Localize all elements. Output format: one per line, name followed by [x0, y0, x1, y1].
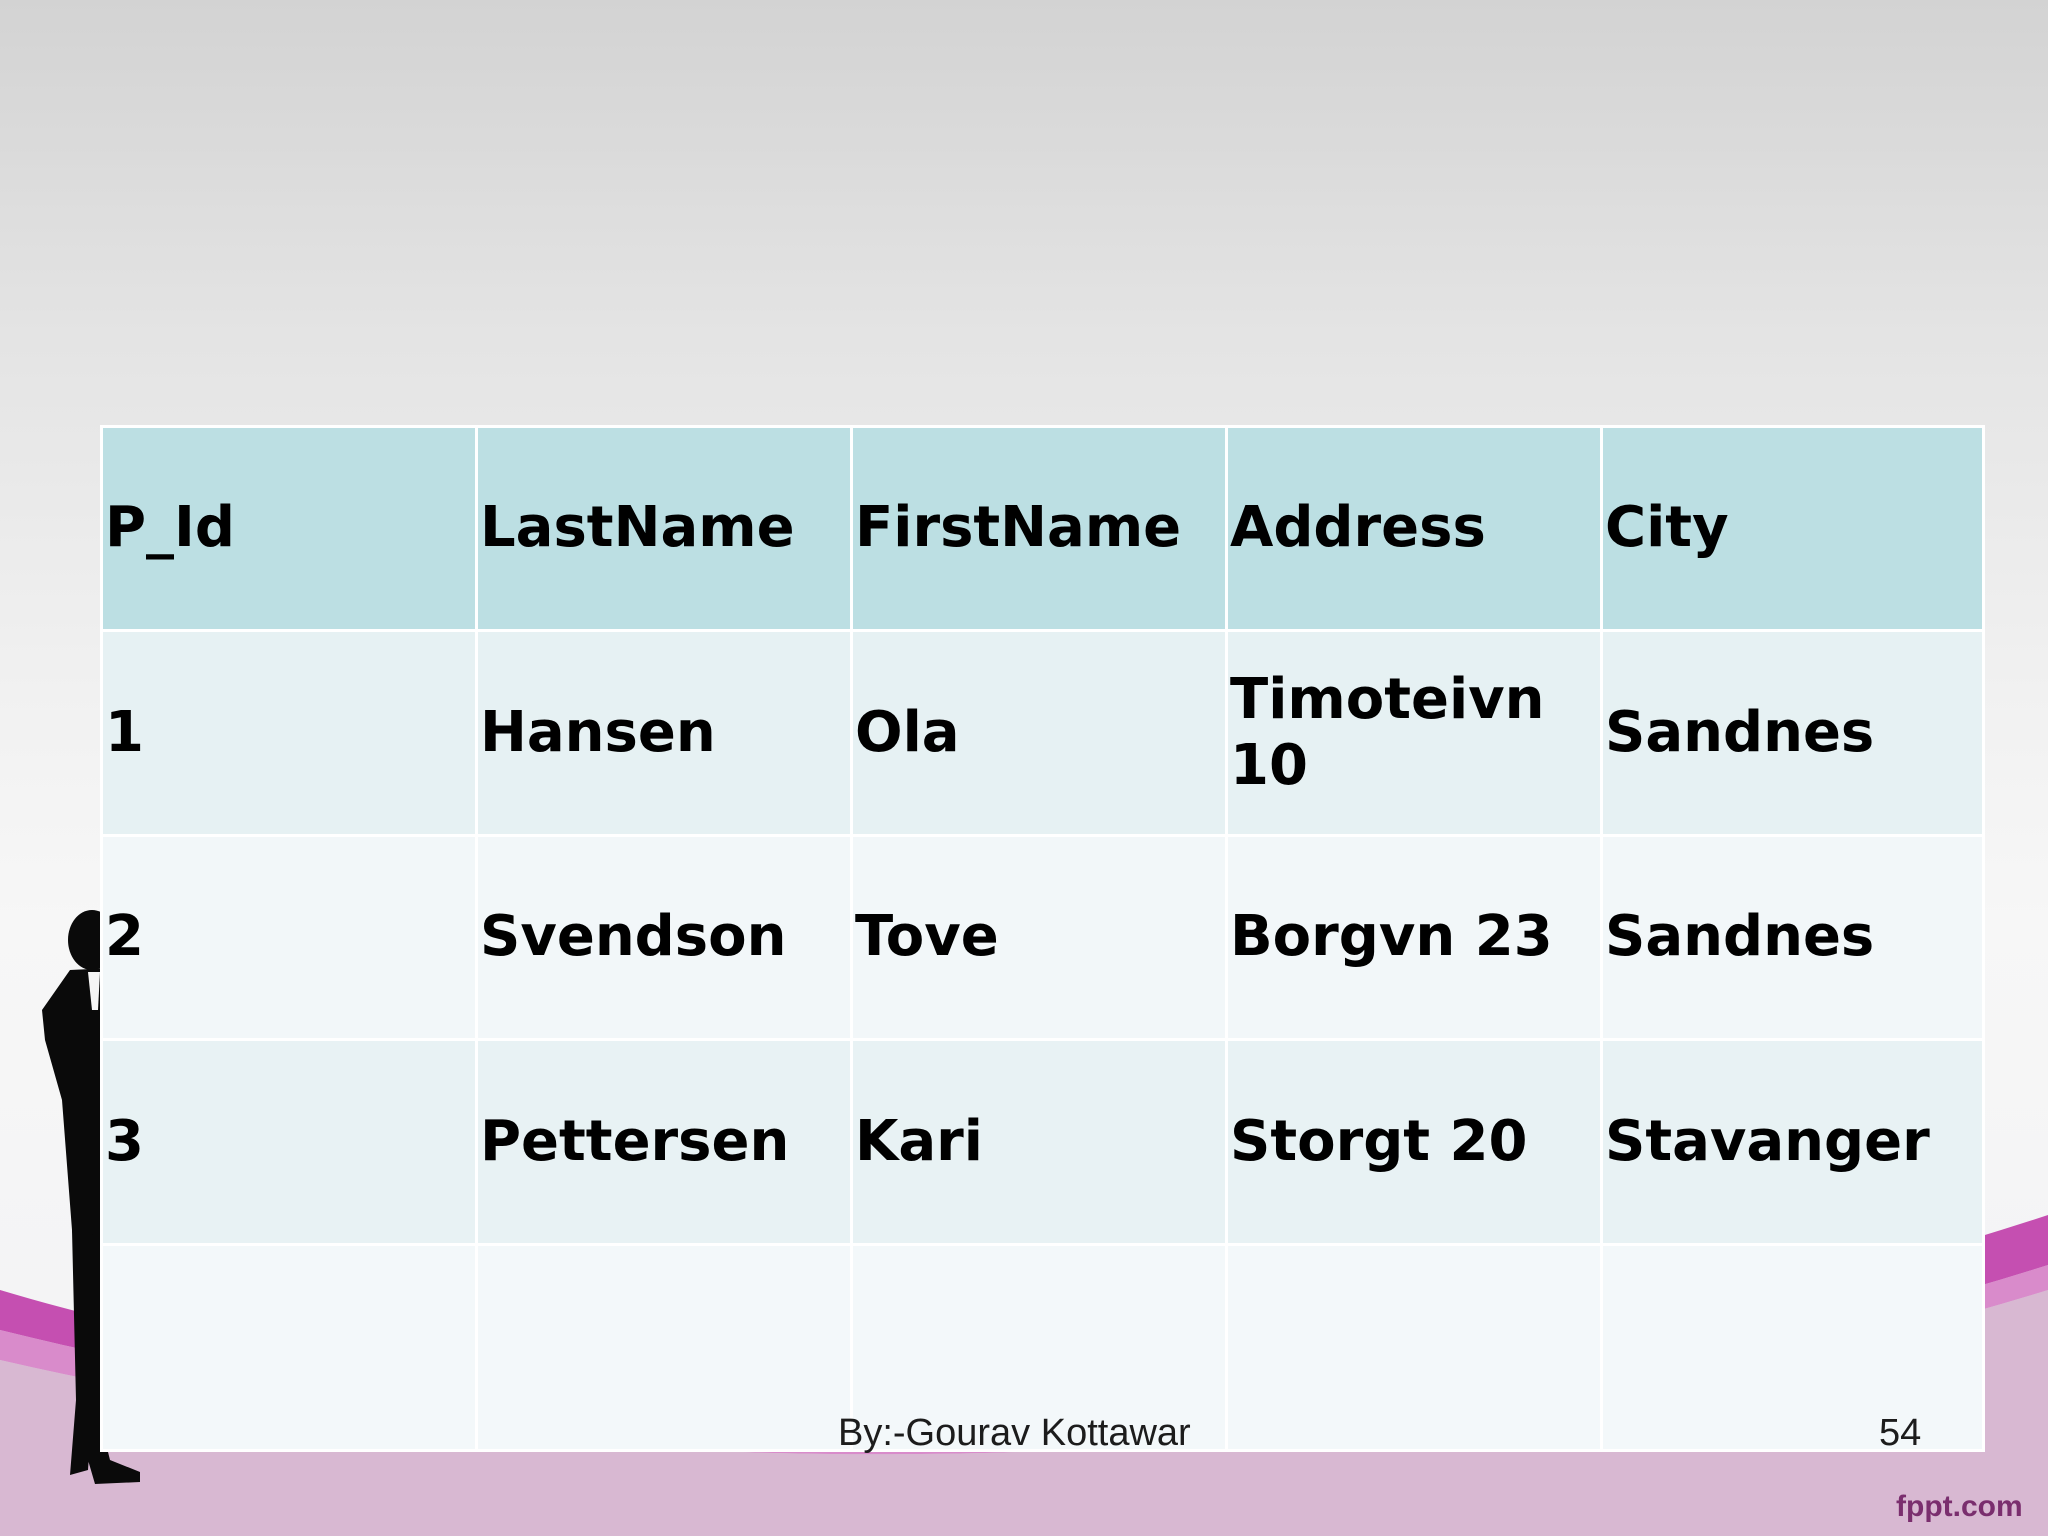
table-cell: Storgt 20 [1225, 1038, 1603, 1247]
table-cell: Sandnes [1600, 833, 1985, 1042]
header-cell-firstname: FirstName [850, 425, 1228, 632]
table-cell [1600, 1243, 1985, 1452]
table-header-row: P_Id LastName FirstName Address City [100, 425, 1985, 632]
table-row: 2 Svendson Tove Borgvn 23 Sandnes [100, 833, 1985, 1042]
table-cell: 2 [100, 833, 478, 1042]
header-cell-city: City [1600, 425, 1985, 632]
table-cell: Ola [850, 628, 1228, 837]
table-cell: Borgvn 23 [1225, 833, 1603, 1042]
table-row [100, 1243, 1985, 1452]
table-cell: Stavanger [1600, 1038, 1985, 1247]
table-cell: Tove [850, 833, 1228, 1042]
header-cell-lastname: LastName [475, 425, 853, 632]
table-cell: 3 [100, 1038, 478, 1247]
table-cell: Sandnes [1600, 628, 1985, 837]
footer-author: By:-Gourav Kottawar [838, 1412, 1191, 1454]
table-cell: Svendson [475, 833, 853, 1042]
header-cell-p-id: P_Id [100, 425, 478, 632]
table-cell: Pettersen [475, 1038, 853, 1247]
table-cell [1225, 1243, 1603, 1452]
table-cell: Timoteivn 10 [1225, 628, 1603, 837]
table-cell [475, 1243, 853, 1452]
table-cell [100, 1243, 478, 1452]
table-cell: Hansen [475, 628, 853, 837]
brand-watermark: fppt.com [1896, 1490, 2023, 1523]
table-cell: Kari [850, 1038, 1228, 1247]
slide-number: 54 [1879, 1412, 1922, 1454]
table-row: 3 Pettersen Kari Storgt 20 Stavanger [100, 1038, 1985, 1247]
table-cell: 1 [100, 628, 478, 837]
data-table: P_Id LastName FirstName Address City 1 H… [100, 425, 1985, 1452]
table-row: 1 Hansen Ola Timoteivn 10 Sandnes [100, 628, 1985, 837]
header-cell-address: Address [1225, 425, 1603, 632]
table-cell [850, 1243, 1228, 1452]
